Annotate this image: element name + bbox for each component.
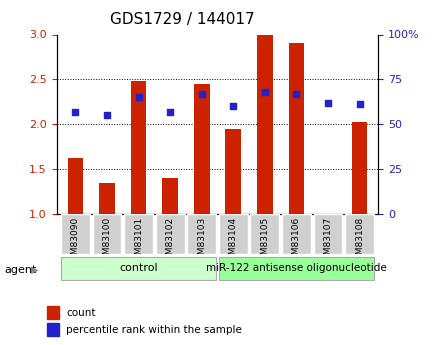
Point: [324, 100, 331, 106]
Bar: [288, 43, 304, 214]
Bar: [61, 214, 90, 254]
Bar: [162, 178, 178, 214]
Bar: [92, 214, 121, 254]
Text: miR-122 antisense oligonucleotide: miR-122 antisense oligonucleotide: [206, 263, 386, 273]
Text: percentile rank within the sample: percentile rank within the sample: [66, 325, 241, 335]
Point: [261, 89, 268, 95]
Text: GSM83101: GSM83101: [134, 217, 143, 266]
Bar: [155, 214, 184, 254]
Bar: [250, 214, 279, 254]
Text: GSM83108: GSM83108: [354, 217, 363, 266]
Bar: [47, 323, 59, 336]
Bar: [218, 214, 247, 254]
Bar: [67, 158, 83, 214]
Bar: [281, 214, 310, 254]
Point: [135, 95, 142, 100]
Text: GSM83103: GSM83103: [197, 217, 206, 266]
Bar: [61, 257, 216, 280]
Bar: [351, 122, 367, 214]
Bar: [47, 306, 59, 319]
Bar: [187, 214, 216, 254]
Bar: [225, 129, 240, 214]
Bar: [344, 214, 373, 254]
Bar: [256, 33, 272, 214]
Point: [198, 91, 205, 97]
Text: GSM83107: GSM83107: [323, 217, 332, 266]
Text: ▶: ▶: [31, 265, 39, 275]
Bar: [99, 183, 115, 214]
Bar: [313, 214, 342, 254]
Point: [72, 109, 79, 115]
Text: count: count: [66, 308, 95, 317]
Bar: [124, 214, 153, 254]
Text: GSM83100: GSM83100: [102, 217, 111, 266]
Text: GSM83090: GSM83090: [71, 217, 80, 266]
Point: [103, 112, 110, 118]
Point: [229, 104, 236, 109]
Text: GSM83104: GSM83104: [228, 217, 237, 266]
Bar: [194, 84, 209, 214]
Text: GDS1729 / 144017: GDS1729 / 144017: [110, 12, 254, 27]
Point: [355, 102, 362, 107]
Text: GSM83102: GSM83102: [165, 217, 174, 266]
Bar: [130, 81, 146, 214]
Point: [292, 91, 299, 97]
Text: agent: agent: [4, 265, 36, 275]
Text: control: control: [119, 263, 158, 273]
Bar: [218, 257, 373, 280]
Point: [166, 109, 173, 115]
Text: GSM83105: GSM83105: [260, 217, 269, 266]
Text: GSM83106: GSM83106: [291, 217, 300, 266]
